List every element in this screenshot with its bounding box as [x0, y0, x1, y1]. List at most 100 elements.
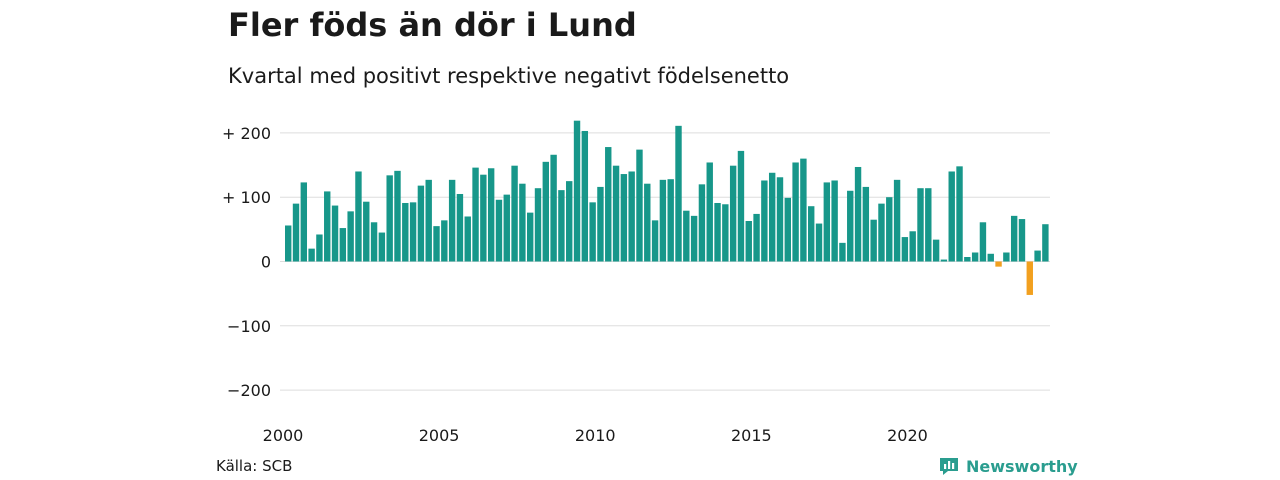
bar: [925, 188, 932, 262]
bar: [987, 253, 994, 262]
y-tick-label: + 100: [222, 188, 271, 207]
chart-title: Fler föds än dör i Lund: [228, 6, 637, 44]
bar: [597, 186, 604, 262]
bar: [651, 220, 659, 262]
bar: [495, 199, 503, 262]
bar: [324, 191, 331, 262]
bar: [441, 220, 448, 262]
x-tick-label: 2010: [575, 426, 616, 445]
bar: [1018, 219, 1026, 262]
bar: [1003, 252, 1010, 262]
bar: [870, 219, 877, 262]
bar: [316, 234, 323, 262]
bar: [784, 197, 791, 262]
bar: [378, 232, 386, 262]
bar: [800, 158, 807, 262]
bar: [550, 154, 557, 262]
bar: [487, 168, 495, 262]
bar: [815, 223, 823, 262]
bar: [862, 186, 870, 262]
brand-name: Newsworthy: [966, 456, 1078, 476]
bar: [612, 165, 620, 262]
bar: [753, 213, 760, 262]
y-tick-label: + 200: [222, 124, 271, 143]
bar: [285, 225, 292, 262]
bar: [300, 182, 308, 262]
bar: [659, 179, 667, 262]
bar: [854, 166, 862, 262]
bar: [581, 130, 589, 262]
bar: [956, 166, 963, 262]
bar: [503, 194, 510, 262]
bar: [573, 120, 581, 262]
bar: [1034, 250, 1041, 262]
bar: [948, 171, 955, 262]
bar: [690, 215, 698, 262]
bar: [831, 180, 838, 262]
y-tick-label: −100: [227, 317, 271, 336]
brand[interactable]: Newsworthy: [938, 455, 1078, 477]
bar: [417, 185, 425, 262]
bar: [886, 197, 893, 262]
bar: [847, 190, 854, 262]
bar-chart-bubble-icon: [940, 458, 958, 475]
bar: [464, 216, 471, 262]
bar: [1026, 261, 1033, 295]
bar: [893, 179, 901, 262]
bar: [729, 165, 737, 262]
bar: [292, 203, 300, 262]
bar: [909, 231, 916, 262]
bar: [628, 171, 635, 262]
bar: [917, 188, 924, 262]
source-note: Källa: SCB: [216, 457, 293, 475]
bar: [792, 162, 799, 262]
bar: [901, 237, 909, 262]
bar: [768, 172, 776, 262]
bar: [761, 180, 768, 262]
bar: [605, 147, 612, 262]
bar: [425, 179, 432, 262]
x-tick-label: 2015: [731, 426, 772, 445]
bar: [698, 184, 706, 262]
bar: [386, 175, 393, 262]
bar: [355, 171, 362, 262]
bar: [636, 149, 643, 262]
bar: [683, 210, 690, 262]
bar: [480, 174, 487, 262]
y-axis-labels: + 200 + 100 0 −100 −200: [222, 124, 271, 400]
bar: [347, 211, 354, 262]
bar: [979, 222, 987, 262]
bar: [472, 167, 479, 262]
bar: [839, 242, 846, 262]
bar: [971, 252, 979, 262]
bar: [823, 182, 831, 262]
bar: [409, 202, 417, 262]
bar: [620, 174, 628, 262]
bar: [566, 181, 573, 262]
bar: [808, 206, 815, 262]
bar: [308, 248, 315, 262]
bar: [558, 190, 565, 262]
bar: [995, 261, 1002, 267]
bar: [589, 202, 596, 262]
bar: [402, 202, 409, 262]
bar: [714, 202, 721, 262]
bar: [456, 193, 464, 262]
bar: [448, 179, 456, 262]
bar: [339, 228, 347, 262]
bars: [285, 120, 1049, 295]
y-tick-label: 0: [261, 253, 271, 272]
bar: [932, 239, 940, 262]
bar: [511, 165, 518, 262]
bar: [534, 188, 542, 262]
bar: [363, 201, 370, 262]
bar: [667, 179, 674, 262]
bar: [644, 183, 651, 262]
bar: [675, 125, 682, 262]
x-tick-label: 2020: [887, 426, 928, 445]
chart-subtitle: Kvartal med positivt respektive negativt…: [228, 64, 790, 88]
x-tick-label: 2000: [263, 426, 304, 445]
bar: [706, 162, 713, 262]
bar: [331, 205, 339, 262]
